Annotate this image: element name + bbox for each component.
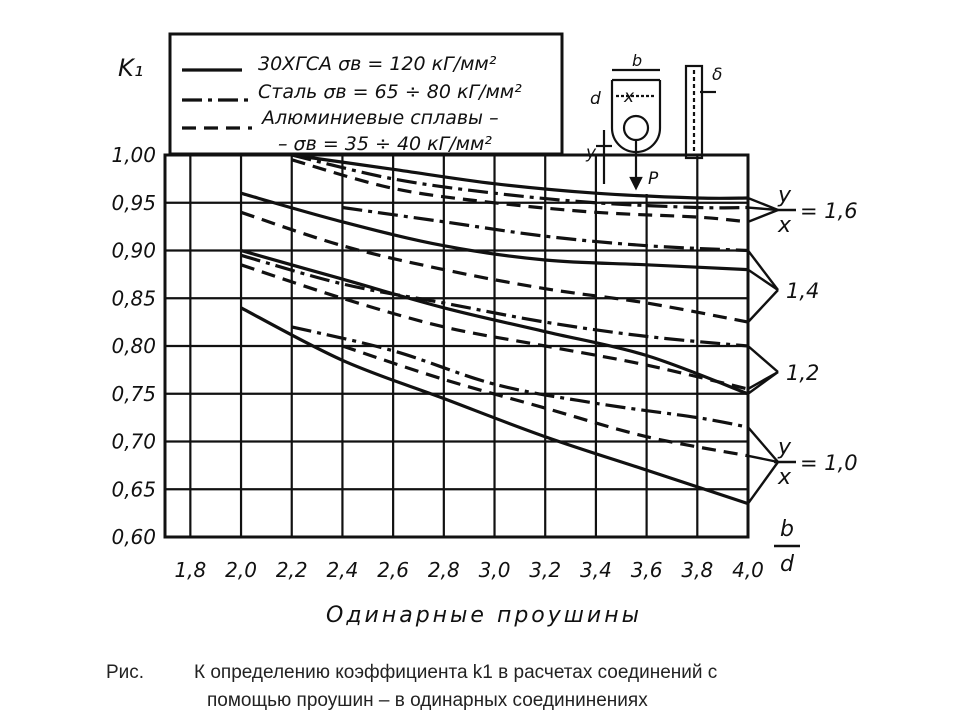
group-bracket-line bbox=[747, 249, 779, 291]
group-bracket-line bbox=[747, 426, 779, 463]
y-tick-label: 0,85 bbox=[111, 286, 156, 310]
chart-subtitle: Одинарные проушины bbox=[326, 603, 642, 628]
group-label-x: x bbox=[777, 213, 792, 238]
lug-diagram-labels: b d x δ y P bbox=[585, 51, 722, 189]
group-bracket-line bbox=[747, 461, 779, 505]
group-label-2: 1,2 bbox=[786, 361, 819, 385]
legend-entry-1: 30ХГСА σв = 120 кГ/мм² bbox=[258, 53, 497, 75]
series-lines bbox=[240, 153, 749, 506]
group-brackets bbox=[747, 196, 779, 505]
y-tick-label: 1,00 bbox=[111, 143, 156, 167]
x-tick-labels: 1,8 2,0 2,2 2,4 2,6 2,8 3,0 3,2 3,4 3,6 3,8 4,0 bbox=[174, 558, 763, 582]
group-label-y: y bbox=[777, 183, 792, 208]
series-line-1-6-solid bbox=[291, 153, 749, 200]
figure-caption: Рис. К определению коэффициента k1 в рас… bbox=[0, 652, 960, 720]
lug-label-x: x bbox=[623, 87, 635, 107]
legend: 30ХГСА σв = 120 кГ/мм² Сталь σв = 65 ÷ 8… bbox=[168, 32, 564, 156]
group-label-value: 1,2 bbox=[786, 361, 819, 385]
group-bracket-line bbox=[747, 208, 779, 223]
series-line-1-6-dashed bbox=[291, 158, 749, 224]
group-label-y: y bbox=[777, 435, 792, 460]
series-line-1-0-dashed bbox=[341, 344, 749, 458]
x-tick-label: 2,6 bbox=[377, 558, 409, 582]
lug-label-p: P bbox=[648, 169, 659, 189]
y-tick-label: 0,65 bbox=[111, 477, 156, 501]
x-tick-label: 2,4 bbox=[327, 558, 359, 582]
series-line-1-2-dashed bbox=[240, 263, 749, 391]
legend-box bbox=[168, 32, 564, 156]
x-tick-label: 1,8 bbox=[174, 558, 206, 582]
caption-label: Рис. bbox=[106, 662, 145, 683]
lug-diagram bbox=[596, 58, 716, 194]
y-tick-label: 0,60 bbox=[111, 525, 156, 549]
caption-line-2: помощью проушин – в одинарных соедининен… bbox=[207, 690, 648, 711]
group-bracket-line bbox=[747, 289, 779, 323]
group-label-x: x bbox=[777, 465, 792, 490]
caption-line-1: К определению коэффициента k1 в расчетах… bbox=[194, 662, 718, 683]
y-tick-labels: 1,00 0,95 0,90 0,85 0,80 0,75 0,70 0,65 0,60 bbox=[111, 143, 156, 549]
x-tick-label: 3,2 bbox=[529, 558, 561, 582]
group-label-0: yx = 1,6 bbox=[774, 183, 858, 238]
lug-label-delta: δ bbox=[712, 65, 722, 85]
legend-entry-2: Сталь σв = 65 ÷ 80 кГ/мм² bbox=[258, 81, 522, 103]
series-line-1-4-dashdot bbox=[342, 205, 749, 253]
legend-entry-3: Алюминиевые сплавы – bbox=[260, 107, 499, 129]
y-tick-label: 0,80 bbox=[111, 334, 156, 358]
group-label-value: = 1,0 bbox=[800, 451, 858, 475]
chart: K₁ b d Одинарные проушины 1,00 0,95 0,90 0,… bbox=[111, 32, 858, 628]
series-line-1-4-dashed bbox=[240, 210, 749, 324]
x-axis-label-denominator: d bbox=[780, 552, 795, 577]
legend-entry-4: – σв = 35 ÷ 40 кГ/мм² bbox=[278, 133, 492, 155]
group-bracket-line bbox=[747, 196, 779, 212]
group-label-value: = 1,6 bbox=[800, 199, 858, 223]
lug-label-d: d bbox=[590, 89, 601, 109]
series-line-1-4-solid bbox=[240, 191, 749, 272]
group-bracket-line bbox=[747, 370, 779, 391]
group-bracket-line bbox=[747, 345, 779, 373]
y-tick-label: 0,70 bbox=[111, 430, 156, 454]
x-tick-label: 4,0 bbox=[732, 558, 764, 582]
x-tick-label: 2,2 bbox=[276, 558, 308, 582]
group-bracket-line bbox=[747, 268, 779, 291]
series-line-1-2-dashdot bbox=[240, 253, 749, 348]
x-tick-label: 3,0 bbox=[479, 558, 511, 582]
group-bracket-line bbox=[747, 206, 779, 212]
y-tick-label: 0,95 bbox=[111, 191, 156, 215]
x-axis-label-numerator: b bbox=[780, 517, 794, 542]
x-tick-label: 3,4 bbox=[580, 558, 612, 582]
x-tick-label: 3,6 bbox=[631, 558, 663, 582]
group-label-3: yx = 1,0 bbox=[774, 435, 858, 490]
y-tick-label: 0,90 bbox=[111, 239, 156, 263]
x-tick-label: 3,8 bbox=[681, 558, 713, 582]
x-tick-label: 2,8 bbox=[428, 558, 460, 582]
series-line-1-2-solid bbox=[240, 248, 749, 396]
y-axis-label: K₁ bbox=[118, 54, 143, 82]
plot-frame bbox=[163, 153, 750, 539]
group-label-value: 1,4 bbox=[786, 279, 819, 303]
grid bbox=[165, 155, 748, 537]
series-line-1-0-solid bbox=[240, 306, 749, 506]
series-line-1-0-dashdot bbox=[291, 325, 749, 429]
x-tick-label: 2,0 bbox=[225, 558, 257, 582]
lug-label-b: b bbox=[632, 51, 642, 70]
series-line-1-6-dashdot bbox=[291, 153, 749, 210]
group-label-1: 1,4 bbox=[786, 279, 819, 303]
group-bracket-line bbox=[747, 454, 779, 464]
y-tick-label: 0,75 bbox=[111, 382, 156, 406]
x-axis-label: b d bbox=[774, 517, 800, 577]
lug-label-y: y bbox=[585, 143, 597, 163]
group-labels: yx= 1,61,41,2yx= 1,0 bbox=[774, 183, 858, 490]
